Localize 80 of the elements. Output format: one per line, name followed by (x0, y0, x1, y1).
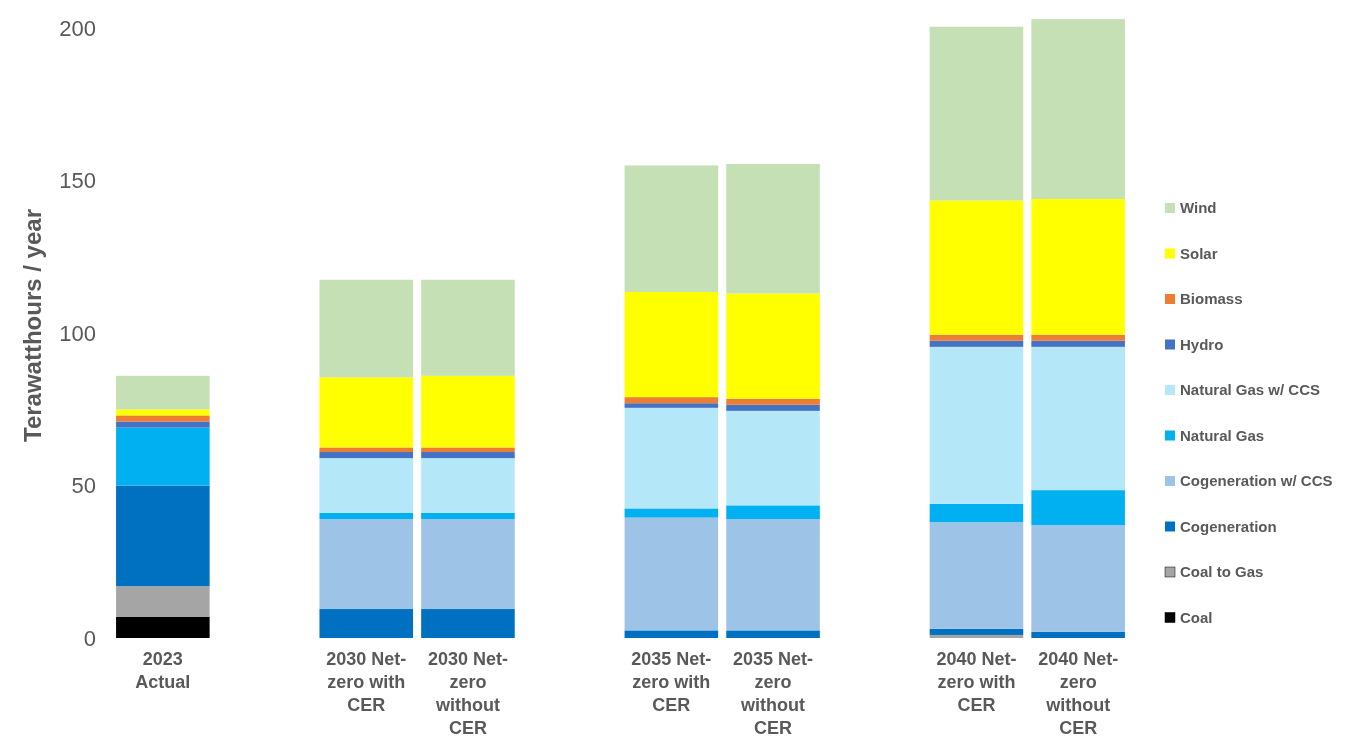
y-axis-title: Terawatthours / year (19, 209, 46, 442)
bar (116, 427, 210, 486)
bar (624, 403, 719, 408)
bar (319, 452, 414, 459)
x-tick-label: 2035 Net-zero with CER (631, 649, 712, 715)
bar (1031, 525, 1125, 632)
y-tick-label: 100 (59, 320, 96, 346)
bar (421, 452, 515, 459)
legend-label: Coal to Gas (1180, 563, 1264, 581)
x-tick-label: 2023 Actual (135, 649, 191, 692)
bar (1031, 340, 1125, 347)
bar (421, 458, 515, 513)
x-tick-label: 2040 Net-zero without CER (1038, 649, 1119, 738)
bar (116, 485, 210, 587)
bar (116, 616, 210, 638)
bar (421, 375, 515, 448)
y-tick-label: 50 (71, 473, 96, 499)
legend-label: Natural Gas w/ CCS (1180, 381, 1321, 399)
bar (726, 398, 820, 405)
bar (319, 279, 414, 378)
x-tick-label: 2030 Net-zero with CER (326, 649, 407, 715)
bar (726, 163, 820, 294)
legend-label: Natural Gas (1180, 426, 1265, 444)
bar (116, 421, 210, 428)
bar (319, 609, 414, 638)
bar (929, 334, 1024, 341)
bar (726, 630, 820, 638)
bar (319, 377, 414, 448)
bar (421, 447, 515, 453)
legend-label: Coal (1180, 608, 1213, 626)
bar (929, 628, 1024, 635)
x-tick-label: 2030 Net-zero without CER (427, 649, 508, 738)
bar (1031, 490, 1125, 526)
bar (726, 410, 820, 506)
bar (421, 519, 515, 610)
bar (624, 517, 719, 631)
legend-label: Cogeneration (1180, 517, 1277, 535)
y-tick-label: 200 (59, 15, 96, 41)
bar (929, 346, 1024, 504)
bar (726, 404, 820, 411)
bar (319, 447, 414, 453)
bar (624, 291, 719, 398)
bar (929, 634, 1024, 638)
bar (929, 340, 1024, 347)
x-tick-label: 2035 Net-zero without CER (733, 649, 814, 738)
legend-label: Cogeneration w/ CCS (1180, 472, 1333, 490)
y-tick-label: 0 (83, 625, 96, 651)
bar (116, 409, 210, 416)
y-tick-label: 150 (59, 168, 96, 194)
legend-label: Biomass (1180, 290, 1243, 308)
bar (929, 26, 1024, 201)
bar (319, 513, 414, 520)
bar (116, 375, 210, 410)
bar (929, 200, 1024, 335)
bar (421, 279, 515, 376)
bar (116, 415, 210, 422)
bar (726, 519, 820, 631)
bar (624, 165, 719, 292)
bar (421, 513, 515, 520)
bar (624, 630, 719, 638)
bar (421, 609, 515, 638)
bar (624, 397, 719, 404)
bar (1031, 198, 1125, 335)
bar (319, 458, 414, 513)
bar (1031, 334, 1125, 341)
bar (624, 508, 719, 518)
bar (319, 519, 414, 610)
bar (1031, 346, 1125, 491)
x-tick-label: 2040 Net-zero with CER (936, 649, 1017, 715)
bar (1031, 631, 1125, 638)
bar (726, 293, 820, 399)
bar (1031, 19, 1125, 199)
legend-label: Hydro (1180, 335, 1224, 353)
bar (726, 505, 820, 520)
bar (929, 503, 1024, 523)
bar (624, 407, 719, 509)
bar (929, 522, 1024, 629)
legend-label: Solar (1180, 244, 1218, 262)
legend-label: Wind (1180, 199, 1217, 217)
bar (116, 586, 210, 617)
